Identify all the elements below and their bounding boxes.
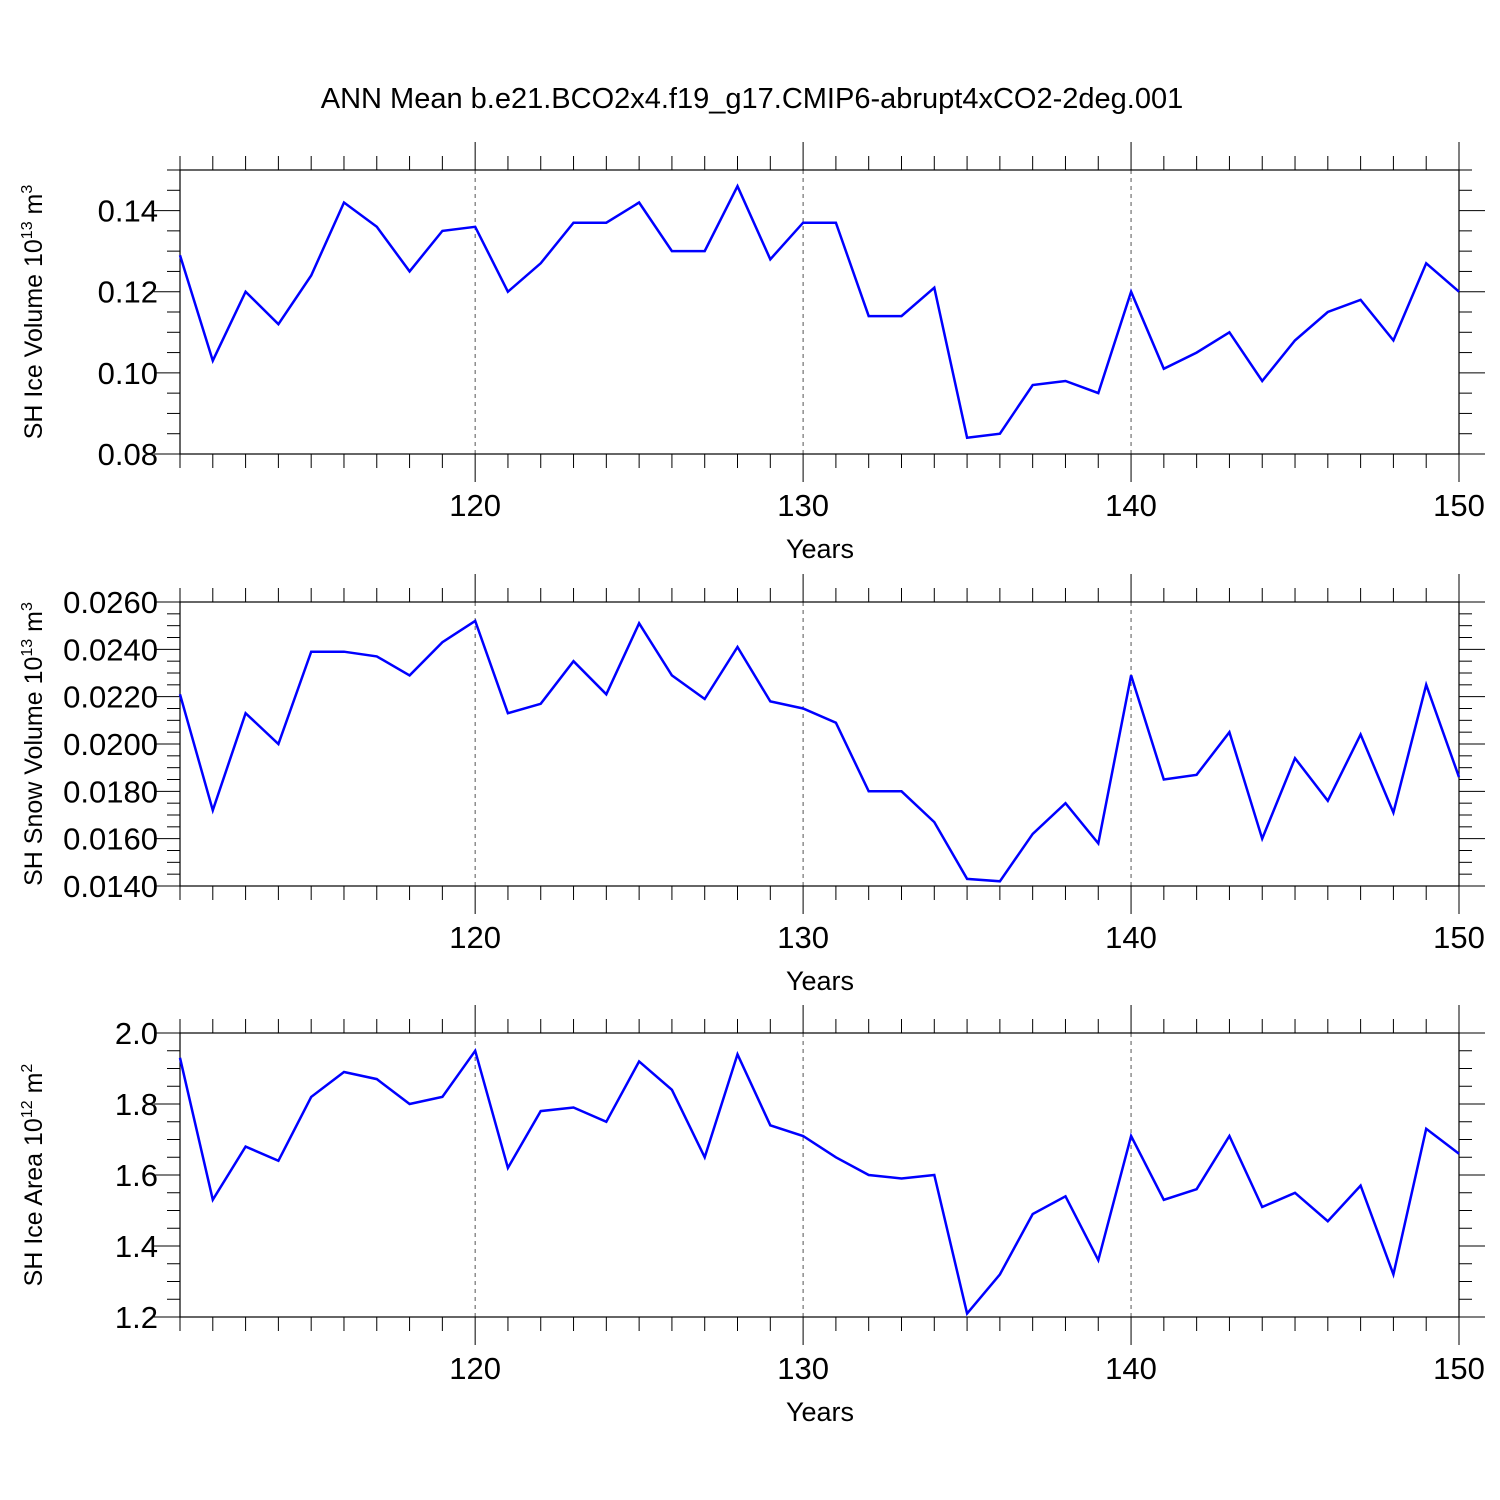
- plot-frame: [179, 1032, 1460, 1318]
- y-label-unit-exponent: 3: [19, 602, 36, 611]
- x-tick-label: 140: [1105, 920, 1157, 955]
- panel-1: 0.08 0.10 0.12 0.14 120 130 140 150 Years SH Ice …: [19, 142, 1485, 564]
- panel-3: 1.2 1.4 1.6 1.8 2.0 120 130 140 150 Years SH Ice A…: [19, 1005, 1485, 1427]
- x-tick-label: 130: [777, 920, 829, 955]
- x-tick-label: 140: [1105, 488, 1157, 523]
- x-tick-label: 130: [777, 488, 829, 523]
- y-label-unit: m: [20, 194, 48, 222]
- x-tick-label: 120: [449, 1351, 501, 1386]
- panel-2: 0.0140 0.0160 0.0180 0.0200 0.0220 0.0240 0.02…: [19, 574, 1485, 996]
- y-label-exponent: 12: [19, 1100, 36, 1118]
- y-tick-label: 0.0180: [63, 774, 158, 809]
- y-tick-label: 0.14: [98, 194, 158, 229]
- y-label-unit-exponent: 3: [19, 185, 36, 194]
- y-axis-label: SH Ice Volume 1013 m3: [19, 185, 48, 440]
- y-tick-label: 1.6: [115, 1158, 158, 1193]
- x-tick-label: 150: [1433, 1351, 1485, 1386]
- x-tick-label: 140: [1105, 1351, 1157, 1386]
- x-tick-label: 120: [449, 488, 501, 523]
- series-line: [178, 618, 1461, 883]
- y-tick-label: 0.0140: [63, 869, 158, 904]
- y-axis-label: SH Snow Volume 1013 m3: [19, 602, 48, 886]
- x-axis-label: Years: [786, 534, 854, 564]
- y-label-main: SH Ice Volume 10: [20, 239, 48, 439]
- y-label-main: SH Snow Volume 10: [20, 657, 48, 886]
- plot-frame: [179, 169, 1460, 455]
- y-tick-label: 0.0220: [63, 680, 158, 715]
- y-tick-label: 0.12: [98, 275, 158, 310]
- y-tick-label: 0.08: [98, 437, 158, 472]
- y-tick-label: 1.2: [115, 1300, 158, 1335]
- y-tick-label: 0.0240: [63, 632, 158, 667]
- x-tick-label: 130: [777, 1351, 829, 1386]
- y-tick-label: 2.0: [115, 1016, 158, 1051]
- y-label-unit: m: [20, 611, 48, 639]
- series-line: [178, 1047, 1460, 1317]
- y-tick-label: 0.10: [98, 356, 158, 391]
- series-line: [178, 183, 1460, 440]
- x-axis-label: Years: [786, 1397, 854, 1427]
- y-tick-label: 0.0200: [63, 727, 158, 762]
- x-axis-label: Years: [786, 966, 854, 996]
- y-tick-label: 1.8: [115, 1087, 158, 1122]
- y-tick-label: 0.0260: [63, 585, 158, 620]
- x-tick-label: 120: [449, 920, 501, 955]
- y-tick-label: 1.4: [115, 1229, 158, 1264]
- y-axis-label: SH Ice Area 1012 m2: [19, 1064, 48, 1287]
- y-label-unit: m: [20, 1073, 48, 1101]
- x-tick-label: 150: [1433, 920, 1485, 955]
- y-label-exponent: 13: [19, 221, 36, 239]
- y-label-unit-exponent: 2: [19, 1064, 36, 1073]
- figure-title: ANN Mean b.e21.BCO2x4.f19_g17.CMIP6-abru…: [321, 83, 1183, 115]
- y-tick-label: 0.0160: [63, 822, 158, 857]
- panels: 0.08 0.10 0.12 0.14 120 130 140 150 Years SH Ice …: [19, 142, 1485, 1427]
- y-label-exponent: 13: [19, 639, 36, 657]
- x-tick-label: 150: [1433, 488, 1485, 523]
- plot-frame: [179, 601, 1460, 887]
- y-label-main: SH Ice Area 10: [20, 1118, 48, 1286]
